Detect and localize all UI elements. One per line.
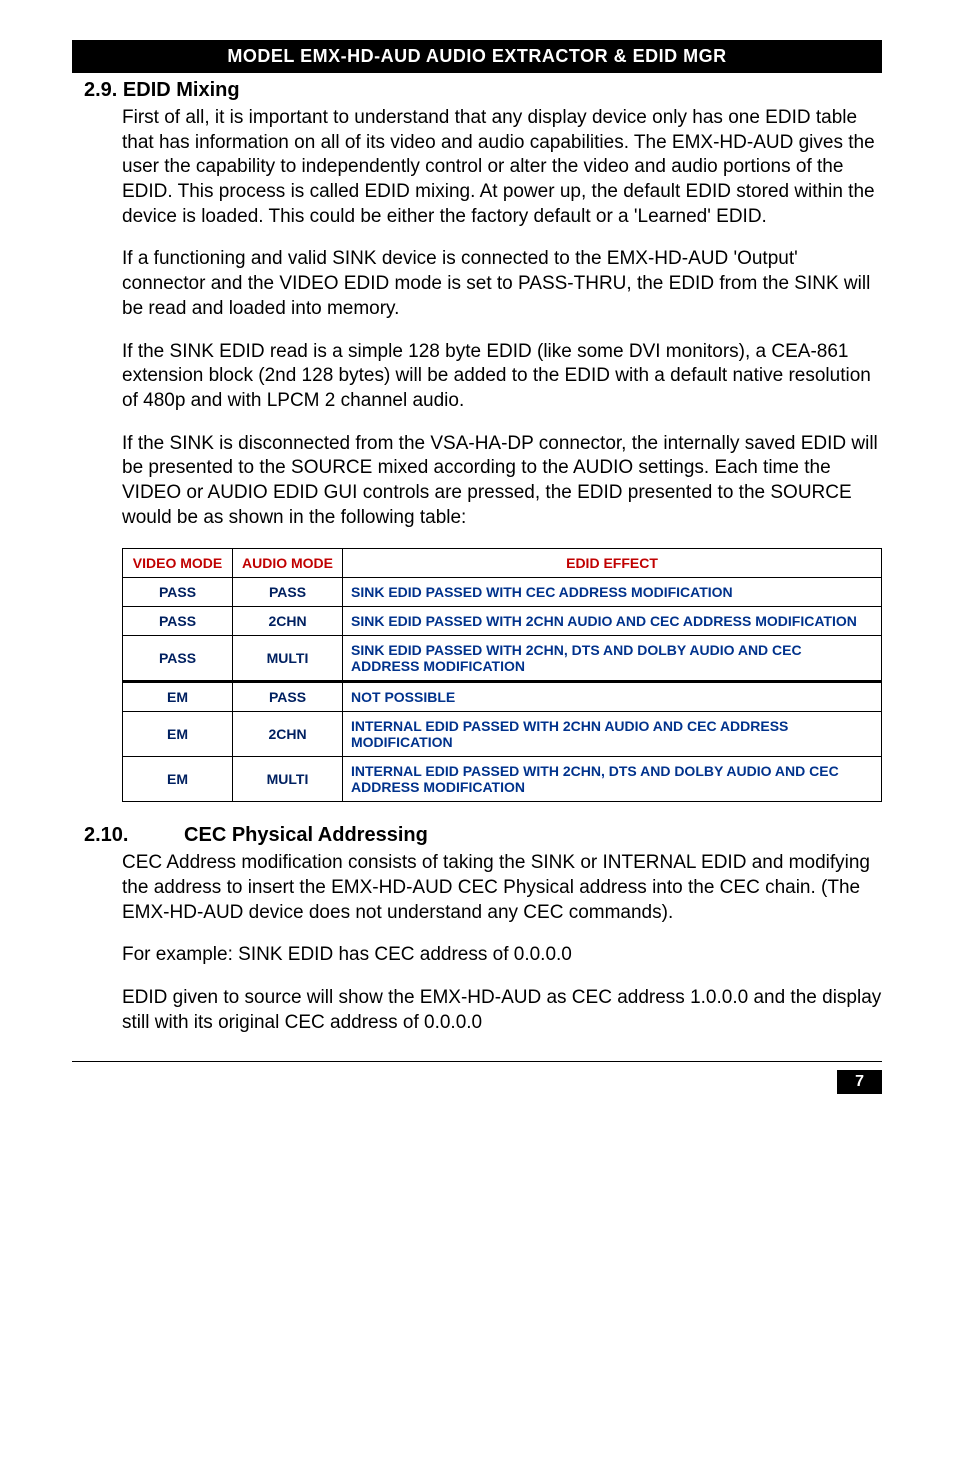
col-audio-mode: AUDIO MODE xyxy=(233,549,343,578)
cell-audio: MULTI xyxy=(233,636,343,682)
page-number: 7 xyxy=(837,1070,882,1094)
table-row: EM MULTI INTERNAL EDID PASSED WITH 2CHN,… xyxy=(123,757,882,802)
cell-effect: INTERNAL EDID PASSED WITH 2CHN, DTS AND … xyxy=(343,757,882,802)
page-header-bar: MODEL EMX-HD-AUD AUDIO EXTRACTOR & EDID … xyxy=(72,40,882,73)
section-210-p2: For example: SINK EDID has CEC address o… xyxy=(122,943,882,968)
section-29-p3: If the SINK EDID read is a simple 128 by… xyxy=(122,340,882,414)
section-29-p2: If a functioning and valid SINK device i… xyxy=(122,247,882,321)
col-edid-effect: EDID EFFECT xyxy=(343,549,882,578)
cell-effect: SINK EDID PASSED WITH CEC ADDRESS MODIFI… xyxy=(343,578,882,607)
cell-video: EM xyxy=(123,757,233,802)
cell-effect: INTERNAL EDID PASSED WITH 2CHN AUDIO AND… xyxy=(343,712,882,757)
cell-effect: SINK EDID PASSED WITH 2CHN AUDIO AND CEC… xyxy=(343,607,882,636)
section-29-heading: 2.9. EDID Mixing xyxy=(84,79,882,102)
section-29-p4: If the SINK is disconnected from the VSA… xyxy=(122,432,882,531)
cell-audio: 2CHN xyxy=(233,607,343,636)
section-210-p1: CEC Address modification consists of tak… xyxy=(122,851,882,925)
col-video-mode: VIDEO MODE xyxy=(123,549,233,578)
cell-video: PASS xyxy=(123,607,233,636)
table-header-row: VIDEO MODE AUDIO MODE EDID EFFECT xyxy=(123,549,882,578)
table-row: EM 2CHN INTERNAL EDID PASSED WITH 2CHN A… xyxy=(123,712,882,757)
cell-audio: 2CHN xyxy=(233,712,343,757)
cell-video: EM xyxy=(123,712,233,757)
cell-audio: PASS xyxy=(233,682,343,712)
cell-video: EM xyxy=(123,682,233,712)
table-row: PASS 2CHN SINK EDID PASSED WITH 2CHN AUD… xyxy=(123,607,882,636)
cell-effect: SINK EDID PASSED WITH 2CHN, DTS AND DOLB… xyxy=(343,636,882,682)
section-210-p3: EDID given to source will show the EMX-H… xyxy=(122,986,882,1035)
section-29-p1: First of all, it is important to underst… xyxy=(122,106,882,229)
table-row: PASS PASS SINK EDID PASSED WITH CEC ADDR… xyxy=(123,578,882,607)
table-row: EM PASS NOT POSSIBLE xyxy=(123,682,882,712)
edid-table: VIDEO MODE AUDIO MODE EDID EFFECT PASS P… xyxy=(122,548,882,802)
cell-audio: PASS xyxy=(233,578,343,607)
cell-video: PASS xyxy=(123,578,233,607)
cell-effect: NOT POSSIBLE xyxy=(343,682,882,712)
section-210-heading: 2.10. CEC Physical Addressing xyxy=(84,824,882,847)
footer-rule xyxy=(72,1061,882,1062)
table-row: PASS MULTI SINK EDID PASSED WITH 2CHN, D… xyxy=(123,636,882,682)
cell-video: PASS xyxy=(123,636,233,682)
cell-audio: MULTI xyxy=(233,757,343,802)
